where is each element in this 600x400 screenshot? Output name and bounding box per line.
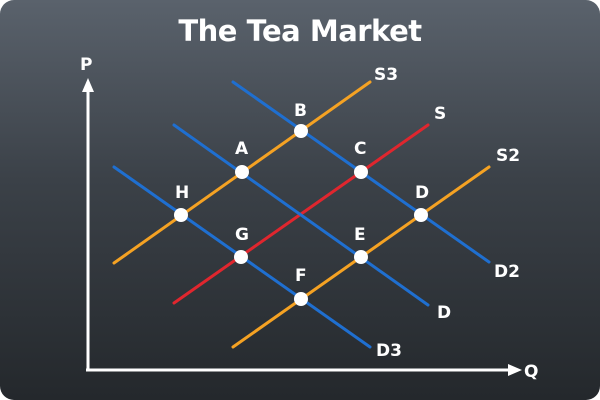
x-axis-label: Q bbox=[524, 362, 538, 382]
point-D bbox=[414, 208, 428, 222]
point-F bbox=[294, 292, 308, 306]
point-A bbox=[235, 165, 249, 179]
curve-label-D2: D2 bbox=[494, 262, 520, 282]
point-label-C: C bbox=[354, 139, 366, 159]
curves-layer bbox=[112, 80, 491, 349]
y-axis-arrowhead bbox=[82, 78, 94, 92]
diagram-title: The Tea Market bbox=[178, 14, 422, 48]
curve-label-S2: S2 bbox=[496, 146, 520, 166]
curve-label-S3: S3 bbox=[374, 65, 398, 85]
point-E bbox=[354, 250, 368, 264]
curve-label-S: S bbox=[434, 104, 446, 124]
points-layer bbox=[174, 124, 428, 306]
curve-label-D: D bbox=[437, 303, 451, 323]
point-C bbox=[354, 165, 368, 179]
x-axis-arrowhead bbox=[508, 364, 522, 376]
point-label-B: B bbox=[294, 101, 307, 121]
curve-label-D3: D3 bbox=[376, 341, 402, 361]
point-label-E: E bbox=[354, 225, 366, 245]
y-axis-label: P bbox=[80, 55, 92, 75]
point-H bbox=[174, 208, 188, 222]
point-label-H: H bbox=[175, 183, 189, 203]
point-label-G: G bbox=[235, 225, 249, 245]
point-label-A: A bbox=[235, 139, 249, 159]
point-label-D: D bbox=[415, 183, 429, 203]
point-B bbox=[294, 124, 308, 138]
curve-D bbox=[172, 123, 430, 307]
point-G bbox=[234, 250, 248, 264]
point-label-F: F bbox=[295, 266, 307, 286]
